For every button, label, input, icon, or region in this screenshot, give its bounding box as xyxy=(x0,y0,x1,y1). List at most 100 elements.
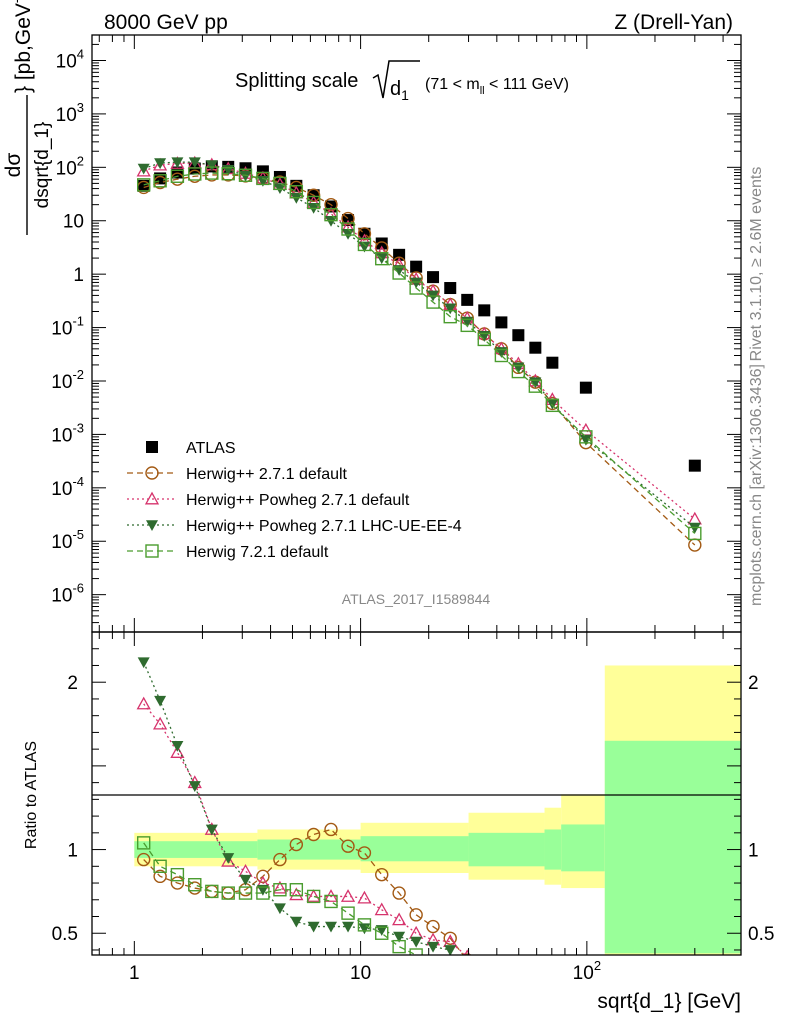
tick-base: 10 xyxy=(573,963,594,984)
series-4-point xyxy=(545,398,560,413)
series-4-point xyxy=(324,207,338,222)
ratio-series-2-point xyxy=(205,824,218,836)
mcplots-label: mcplots.cern.ch [arXiv:1306.3436] xyxy=(748,364,765,606)
series-2-point xyxy=(687,511,702,525)
title-symbol: d1 xyxy=(390,78,409,103)
series-4-point xyxy=(392,266,406,280)
ratio-series-3-point xyxy=(409,948,423,955)
ratio-series-0-point xyxy=(289,837,304,852)
ratio-series-2-point xyxy=(325,921,338,933)
series-1-point xyxy=(306,188,321,202)
series-3-point xyxy=(358,241,371,253)
title-main: Splitting scale xyxy=(235,70,358,92)
series-4-point xyxy=(153,174,167,188)
series-4-point xyxy=(341,222,355,236)
chart-title: Splitting scale d1 (71 < mll < 111 GeV) xyxy=(235,60,569,103)
ratio-series-2-line xyxy=(143,661,451,951)
ratio-series-1-point xyxy=(289,887,304,901)
series-4-point xyxy=(528,379,543,393)
sqrt-symbol xyxy=(372,60,420,99)
ratio-series-3-point xyxy=(188,878,202,892)
tick-base: 10 xyxy=(51,586,72,607)
tick-base: 10 xyxy=(51,372,72,393)
tick-exponent: -6 xyxy=(72,581,84,596)
series-3-point xyxy=(579,434,592,446)
tick-exponent: -2 xyxy=(72,367,84,382)
band-green-4 xyxy=(544,829,562,870)
ratio-uncertainty-bands xyxy=(134,665,741,955)
ratio-series-2-point xyxy=(222,853,235,864)
ratio-series-layer xyxy=(136,657,472,955)
series-4-point xyxy=(188,167,202,181)
main-y-tick-label: 10 xyxy=(63,212,84,233)
main-y-tick-label: 103 xyxy=(56,100,84,126)
series-4-point xyxy=(357,237,372,252)
tick-exponent: 4 xyxy=(77,46,84,61)
x-tick-label: 1 xyxy=(129,963,140,984)
series-0-point xyxy=(444,282,457,295)
legend-label-4: Herwig 7.2.1 default xyxy=(186,544,329,561)
series-4-point xyxy=(238,168,253,182)
ratio-series-3-point xyxy=(392,939,406,954)
ratio-plot-frame xyxy=(91,631,742,956)
ratio-series-2-point xyxy=(273,903,286,915)
legend-label-1: Herwig++ 2.7.1 default xyxy=(186,466,348,483)
series-1-line xyxy=(143,174,696,546)
ratio-series-1-point xyxy=(272,880,288,894)
x-tick-label: 102 xyxy=(573,958,601,984)
ratio-series-3-point xyxy=(205,884,219,899)
series-4-point xyxy=(136,178,151,192)
series-4-point xyxy=(273,176,287,191)
series-1-point xyxy=(357,227,372,241)
series-4-point xyxy=(477,332,491,347)
main-y-axis-label: dσ dsqrt{d_1} } [pb,GeV-1] xyxy=(2,0,53,235)
legend: ATLAS Herwig++ 2.7.1 default Herwig++ Powh… xyxy=(127,440,462,561)
series-4-point xyxy=(256,171,270,186)
tick-exponent: -5 xyxy=(72,527,84,542)
ratio-series-3-point xyxy=(221,886,235,900)
main-y-tick-label: 10-1 xyxy=(51,314,84,340)
ratio-series-1-point xyxy=(153,716,168,730)
series-2-line xyxy=(143,162,696,520)
ratio-series-3-point xyxy=(375,926,389,940)
ratio-series-3-point xyxy=(273,883,287,897)
series-3-point xyxy=(205,160,218,172)
series-3-point xyxy=(137,163,150,175)
main-series-layer xyxy=(136,155,702,552)
ratio-series-2-point xyxy=(239,874,252,886)
ratio-series-2-point xyxy=(444,945,457,955)
legend-marker-0 xyxy=(146,441,158,453)
series-3-point xyxy=(256,175,269,187)
ratio-series-3-point xyxy=(170,867,185,882)
series-4-point xyxy=(426,295,440,309)
tick-exponent: -4 xyxy=(72,474,84,489)
tick-base: 10 xyxy=(51,319,72,340)
ratio-series-3-point xyxy=(306,889,321,904)
ratio-series-3-point xyxy=(324,894,338,909)
ratio-series-2-point xyxy=(188,781,201,792)
ratio-y-axis-label: Ratio to ATLAS xyxy=(23,741,40,849)
ratio-series-0-point xyxy=(357,846,372,860)
series-0-point xyxy=(512,329,525,342)
series-3-point xyxy=(444,303,457,315)
series-1-point xyxy=(324,197,338,212)
ratio-series-0-point xyxy=(324,822,338,837)
series-3-point xyxy=(171,157,184,169)
series-4-point xyxy=(460,318,474,333)
ratio-series-2-point xyxy=(290,916,303,928)
band-green-2 xyxy=(360,836,469,862)
ratio-series-3-point xyxy=(153,859,167,874)
series-3-point xyxy=(688,522,701,534)
ratio-series-0-point xyxy=(306,827,321,842)
main-y-tick-label: 10-5 xyxy=(51,527,84,553)
legend-marker-1 xyxy=(145,466,159,480)
ratio-series-0-point xyxy=(375,867,389,882)
series-0-point xyxy=(478,304,491,317)
ratio-series-1-point xyxy=(170,745,185,758)
main-y-tick-label: 1 xyxy=(73,265,84,286)
ratio-series-3-point xyxy=(341,906,355,920)
main-y-tick-label: 10-6 xyxy=(51,581,84,607)
tick-exponent: 2 xyxy=(594,958,601,973)
